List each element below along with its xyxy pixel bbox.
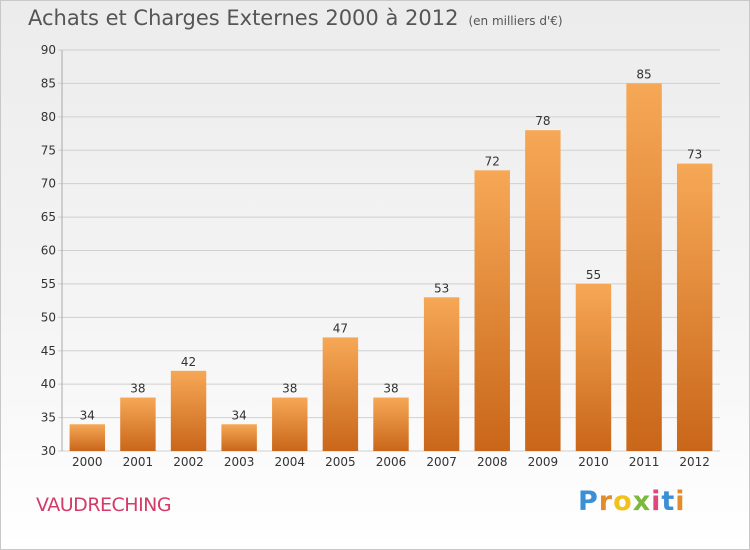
y-tick-label: 90 — [41, 43, 56, 57]
bar-2008 — [474, 170, 510, 452]
y-tick-label: 65 — [41, 210, 56, 224]
chart-title-text: Achats et Charges Externes 2000 à 2012 — [28, 6, 459, 30]
bar-2012 — [676, 163, 713, 451]
x-tick-label: 2012 — [679, 455, 710, 469]
y-tick-label: 60 — [41, 244, 56, 258]
x-tick-label: 2009 — [528, 455, 559, 469]
bar-2011 — [626, 83, 662, 452]
data-label: 55 — [586, 268, 601, 282]
y-tick-label: 40 — [41, 377, 56, 391]
bar-2002 — [170, 370, 207, 451]
y-tick-label: 45 — [41, 344, 56, 358]
bar-2007 — [423, 297, 460, 451]
x-tick-label: 2010 — [578, 455, 609, 469]
bar-2006 — [373, 397, 409, 451]
bar-2001 — [120, 397, 156, 451]
x-tick-label: 2001 — [123, 455, 154, 469]
y-tick-label: 80 — [41, 110, 56, 124]
bar-2005 — [322, 337, 359, 451]
data-label: 42 — [181, 355, 196, 369]
data-label: 53 — [434, 281, 449, 295]
x-tick-label: 2005 — [325, 455, 356, 469]
y-tick-label: 75 — [41, 143, 56, 157]
data-label: 78 — [535, 114, 550, 128]
bar-2009 — [525, 130, 561, 451]
y-tick-label: 70 — [41, 177, 56, 191]
data-label: 72 — [485, 154, 500, 168]
bar-2004 — [272, 397, 308, 451]
bar-2010 — [575, 283, 612, 451]
bar-2000 — [69, 424, 106, 451]
data-label: 38 — [282, 382, 297, 396]
y-tick-label: 35 — [41, 411, 56, 425]
data-label: 47 — [333, 321, 348, 335]
data-label: 38 — [383, 382, 398, 396]
y-tick-label: 55 — [41, 277, 56, 291]
y-tick-label: 30 — [41, 444, 56, 458]
x-tick-label: 2006 — [376, 455, 407, 469]
chart-unit: (en milliers d'€) — [468, 14, 563, 28]
y-tick-label: 50 — [41, 310, 56, 324]
x-tick-label: 2002 — [173, 455, 204, 469]
town-name: VAUDRECHING — [36, 494, 172, 516]
data-label: 38 — [130, 382, 145, 396]
x-tick-label: 2003 — [224, 455, 255, 469]
y-tick-label: 85 — [41, 76, 56, 90]
bar-2003 — [221, 424, 257, 451]
proxiti-logo: Proxiti — [578, 486, 686, 517]
x-tick-label: 2008 — [477, 455, 508, 469]
data-label: 85 — [636, 67, 651, 81]
x-tick-label: 2004 — [274, 455, 305, 469]
x-tick-label: 2000 — [72, 455, 103, 469]
chart-title: Achats et Charges Externes 2000 à 2012 (e… — [28, 6, 563, 30]
x-tick-label: 2011 — [629, 455, 660, 469]
x-tick-label: 2007 — [426, 455, 457, 469]
data-label: 34 — [232, 408, 247, 422]
data-label: 34 — [80, 408, 95, 422]
data-label: 73 — [687, 148, 702, 162]
